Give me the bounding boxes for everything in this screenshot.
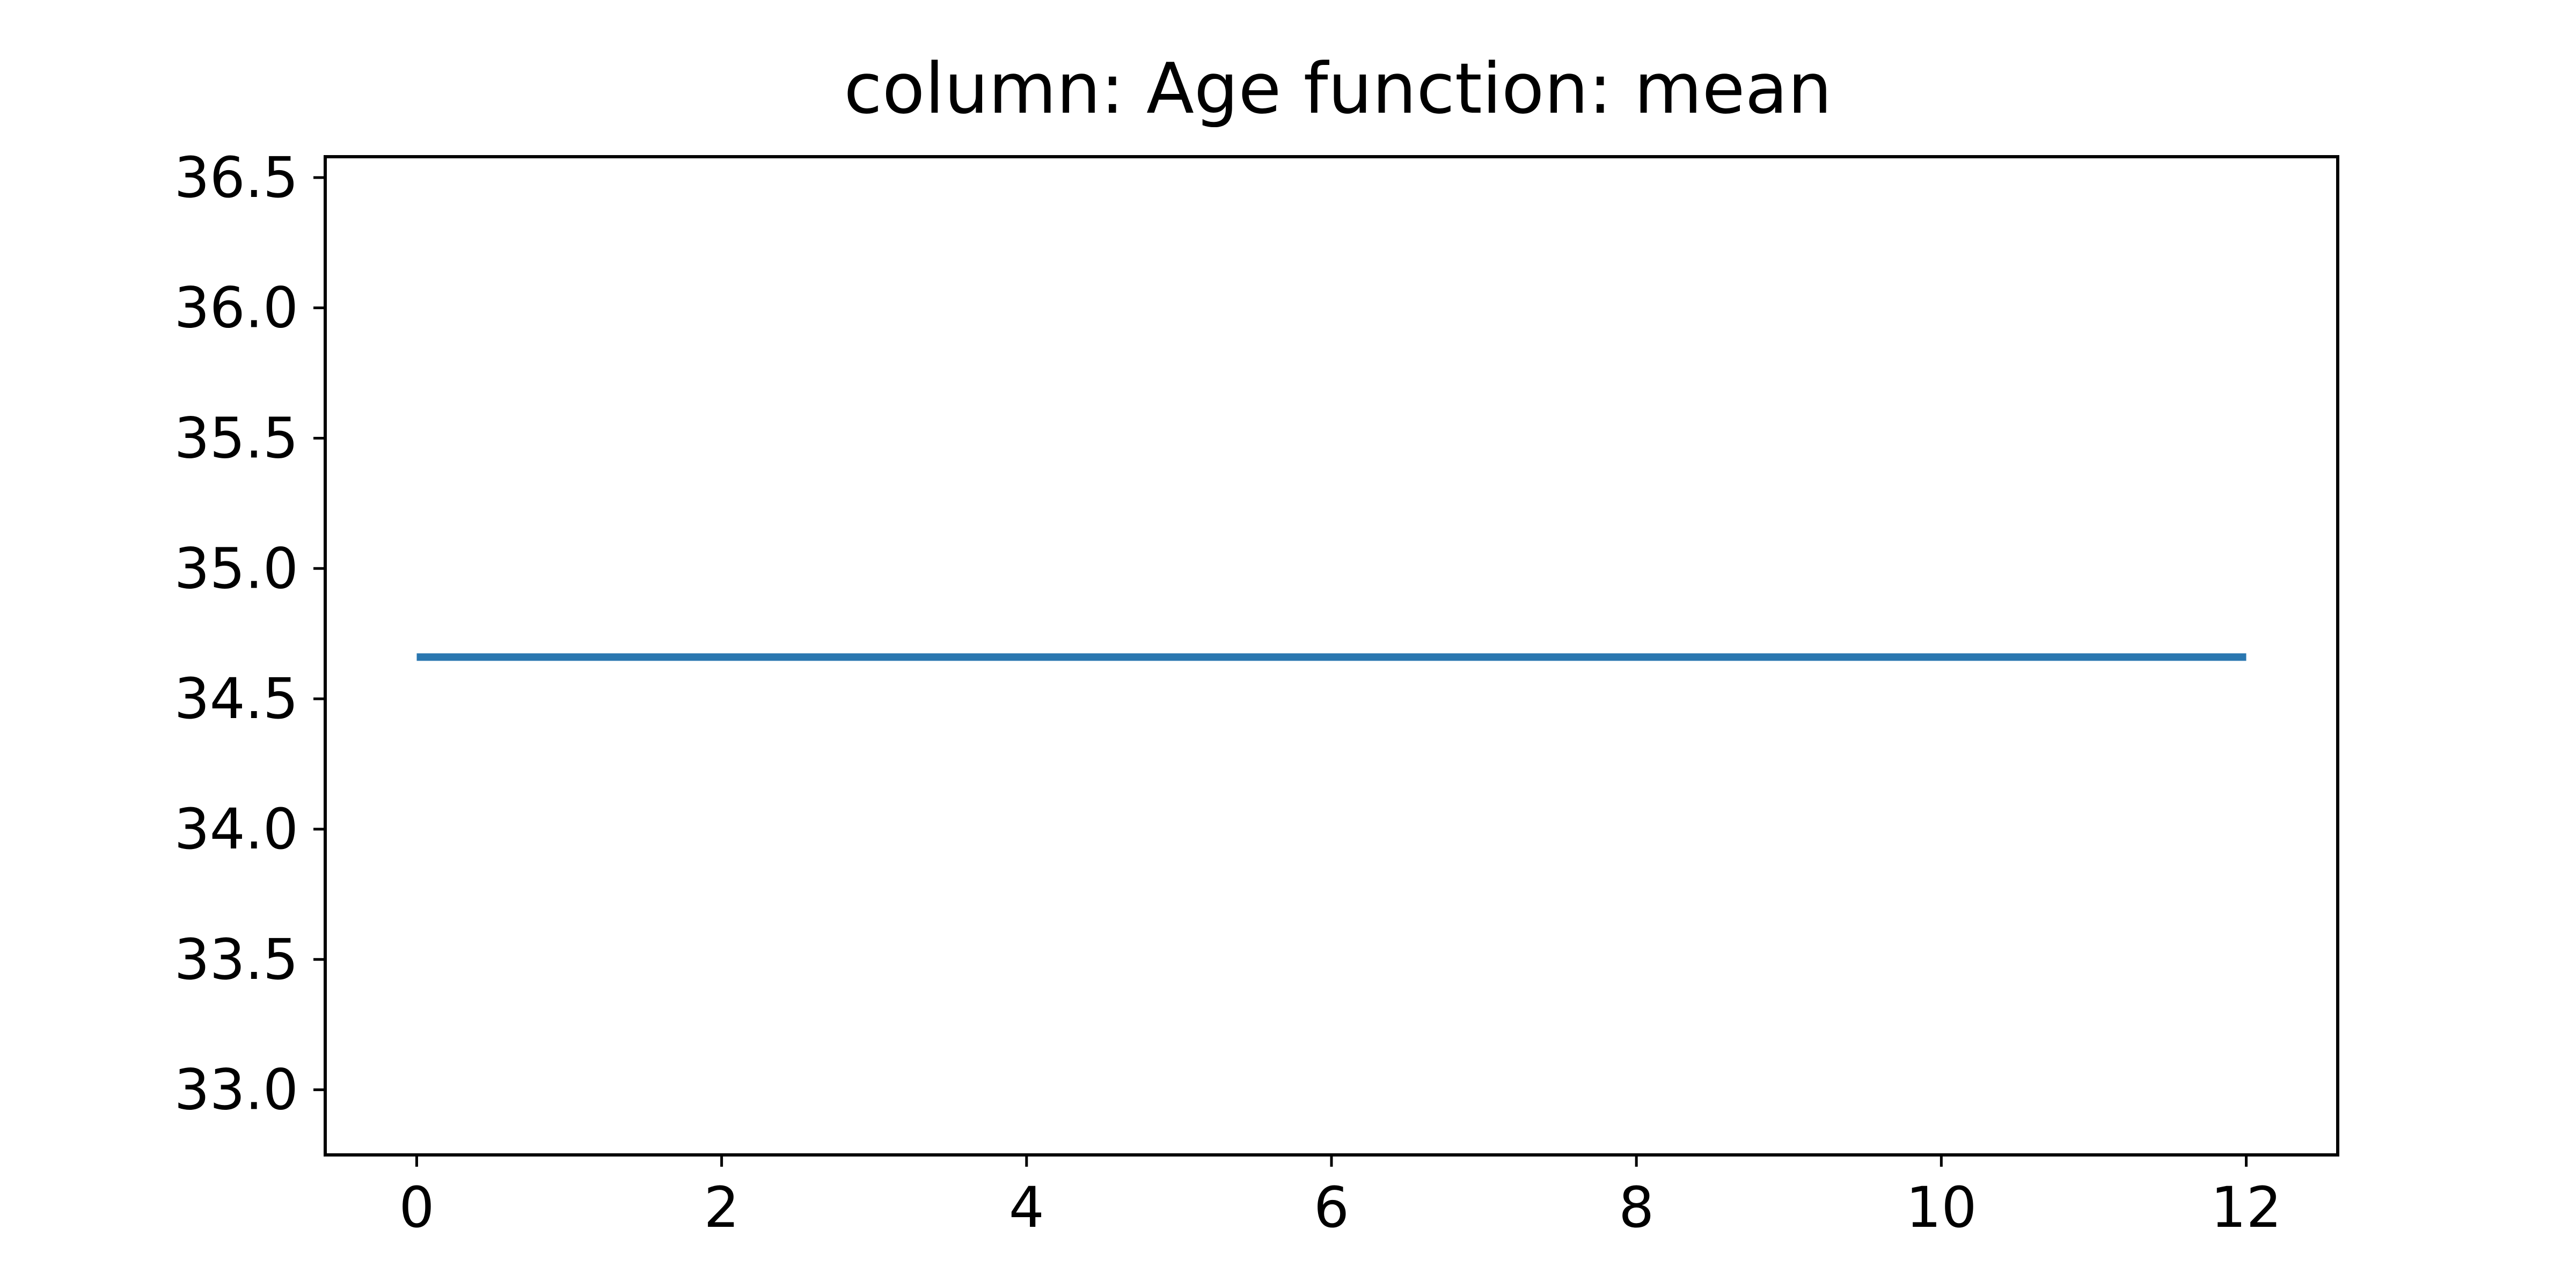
x-tick-label: 2 [704,1175,740,1240]
x-tick-label: 10 [1906,1175,1977,1240]
y-tick-label: 36.5 [174,145,298,210]
y-tick-label: 33.0 [174,1057,298,1123]
x-tick-label: 12 [2211,1175,2281,1240]
y-tick-label: 34.0 [174,796,298,862]
x-tick-label: 8 [1619,1175,1654,1240]
x-tick-label: 4 [1009,1175,1044,1240]
x-tick-label: 0 [399,1175,434,1240]
x-tick-label: 6 [1314,1175,1349,1240]
y-tick-label: 35.0 [174,536,298,601]
y-tick-label: 35.5 [174,405,298,471]
y-tick-label: 36.0 [174,275,298,341]
y-tick-label: 33.5 [174,927,298,992]
y-tick-label: 34.5 [174,666,298,731]
chart-title: column: Age function: mean [844,48,1832,129]
plot-area: 0 2 4 6 8 10 12 33.0 33.5 34.0 34.5 35.0 35.5 36.0 36.… [174,145,2339,1240]
